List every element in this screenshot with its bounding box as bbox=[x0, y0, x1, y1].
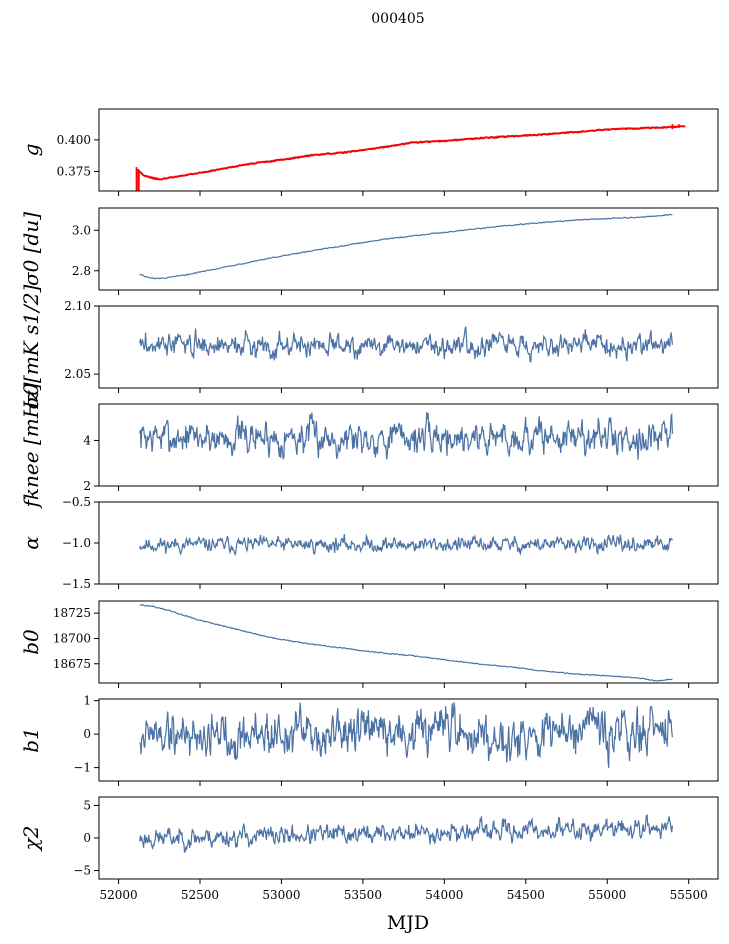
y-tick-label: 2.8 bbox=[72, 264, 91, 278]
series-line bbox=[139, 326, 673, 363]
x-tick-label: 52000 bbox=[99, 888, 137, 902]
series-line bbox=[139, 702, 673, 768]
y-tick-label: −1 bbox=[73, 761, 91, 775]
y-tick-label: −5 bbox=[73, 864, 91, 878]
y-tick-label: 18675 bbox=[53, 657, 91, 671]
fit-line bbox=[135, 125, 686, 181]
y-tick-label: −1.5 bbox=[62, 577, 91, 591]
y-axis-label: σ0[mK s1/2] bbox=[19, 284, 43, 409]
y-tick-label: 2.05 bbox=[64, 367, 91, 381]
y-axis-label: b1 bbox=[19, 727, 43, 753]
y-tick-label: 5 bbox=[83, 798, 91, 812]
series-line bbox=[139, 412, 673, 460]
y-tick-label: 2.10 bbox=[64, 299, 91, 313]
panel-4: 2 4 fknee [mHz] bbox=[19, 382, 719, 509]
y-axis-label: g bbox=[19, 144, 43, 157]
series-line bbox=[139, 604, 673, 682]
y-tick-label: −0.5 bbox=[62, 495, 91, 509]
x-tick-label: 53500 bbox=[344, 888, 382, 902]
axes-frame bbox=[98, 108, 719, 192]
axes-frame bbox=[98, 403, 719, 487]
y-tick-label: 0 bbox=[83, 727, 91, 741]
series-line bbox=[139, 213, 673, 280]
y-tick-label: 3.0 bbox=[72, 223, 91, 237]
panels: 0.375 0.400 g 2.8 3.0 σ0 [du] 2.05 2.10 σ0[mK s1… bbox=[19, 108, 719, 884]
x-tick-label: 55000 bbox=[588, 888, 626, 902]
y-tick-label: 0 bbox=[83, 831, 91, 845]
y-tick-label: −1.0 bbox=[62, 536, 91, 550]
panel-data bbox=[139, 702, 673, 768]
y-axis-label: fknee [mHz] bbox=[19, 382, 43, 509]
x-tick-label: 54500 bbox=[507, 888, 545, 902]
axes-frame bbox=[98, 600, 719, 684]
panel-data bbox=[139, 604, 673, 682]
panel-2: 2.8 3.0 σ0 [du] bbox=[19, 207, 719, 295]
x-tick-label: 54000 bbox=[425, 888, 463, 902]
y-axis-label: σ0 [du] bbox=[19, 212, 43, 286]
panel-data bbox=[135, 124, 686, 191]
panel-data bbox=[139, 412, 673, 460]
panel-data bbox=[139, 814, 673, 853]
panel-1: 0.375 0.400 g bbox=[19, 108, 719, 196]
y-tick-label: 18700 bbox=[53, 631, 91, 645]
y-tick-label: 4 bbox=[83, 433, 91, 447]
x-axis-tick-labels: 52000 52500 53000 53500 54000 54500 55000 55500 bbox=[99, 888, 707, 902]
series-line bbox=[139, 533, 673, 557]
y-axis-label: b0 bbox=[19, 629, 43, 655]
axes-frame bbox=[98, 698, 719, 782]
y-tick-label: 1 bbox=[83, 694, 91, 708]
y-axis-label: α bbox=[19, 536, 43, 550]
y-tick-label: 2 bbox=[83, 479, 91, 493]
series-line bbox=[136, 125, 686, 180]
y-tick-label: 0.375 bbox=[57, 164, 91, 178]
panel-data bbox=[139, 326, 673, 363]
panel-3: 2.05 2.10 σ0[mK s1/2] bbox=[19, 284, 719, 409]
x-tick-label: 55500 bbox=[670, 888, 708, 902]
y-tick-label: 0.400 bbox=[57, 133, 91, 147]
axes-frame bbox=[98, 207, 719, 291]
figure-title: 000405 bbox=[371, 11, 424, 27]
series-line bbox=[139, 814, 673, 853]
panel-8: −5 0 5 χ2 bbox=[19, 796, 719, 884]
x-tick-label: 52500 bbox=[181, 888, 219, 902]
panel-data bbox=[139, 213, 673, 280]
axes-frame bbox=[98, 305, 719, 389]
panel-5: −1.5 −1.0 −0.5 α bbox=[19, 495, 719, 591]
panel-data bbox=[139, 533, 673, 557]
y-axis-label: χ2 bbox=[19, 826, 43, 853]
panel-7: −1 0 1 b1 bbox=[19, 694, 719, 786]
panel-6: 18675 18700 18725 b0 bbox=[19, 600, 719, 688]
x-axis-label: MJD bbox=[387, 912, 429, 934]
x-tick-label: 53000 bbox=[262, 888, 300, 902]
y-tick-label: 18725 bbox=[53, 606, 91, 620]
